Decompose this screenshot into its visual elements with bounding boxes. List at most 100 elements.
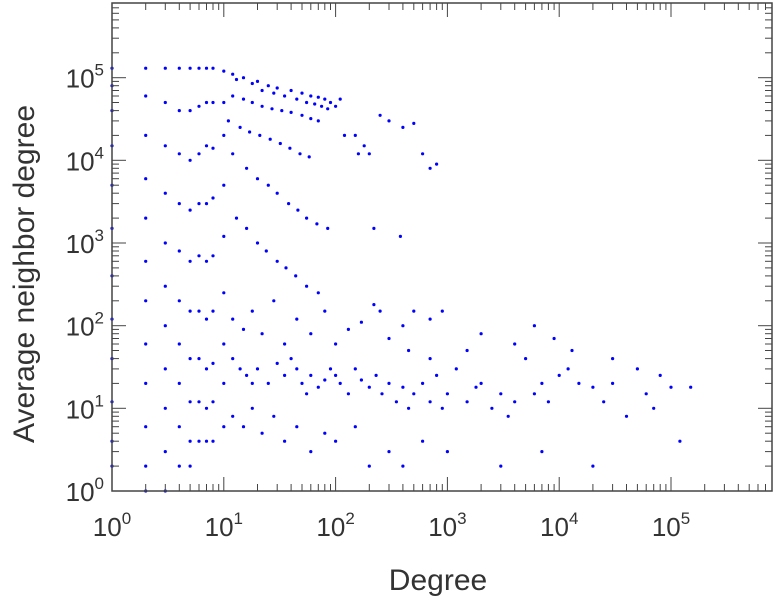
data-point [177,381,181,385]
data-point [177,299,181,303]
data-point [283,342,287,346]
x-tick-label: 102 [316,509,354,542]
data-point [241,327,246,331]
data-point [226,119,230,123]
x-tick-label: 104 [540,509,578,542]
data-point [513,400,517,404]
data-point [602,400,606,404]
data-point [328,367,333,371]
data-point [359,378,363,382]
data-point [359,320,363,324]
data-point [445,392,449,396]
data-point [270,107,274,111]
data-point [222,342,226,346]
data-point [222,381,226,385]
data-point [266,381,270,385]
data-point [255,79,260,83]
data-point [421,152,425,156]
data-point [465,400,469,404]
data-point [557,373,561,377]
data-point [394,400,398,404]
data-point [300,91,304,95]
data-point [266,183,270,187]
data-point [284,266,288,270]
data-point [222,133,226,137]
data-point [245,166,249,170]
x-tick-label: 100 [93,509,131,542]
data-point [234,77,239,82]
data-point [250,309,254,313]
data-point [577,381,581,385]
data-point [177,202,181,206]
data-point [222,183,226,187]
data-point [367,385,371,389]
data-point [204,202,209,206]
data-point [144,299,148,303]
data-point [362,144,366,148]
data-point [334,104,338,108]
data-point [313,102,317,106]
data-point [435,162,439,166]
data-point [222,425,226,429]
data-point [300,113,304,117]
data-point [197,357,201,361]
data-point [356,152,360,156]
data-point [309,332,313,336]
data-point [407,348,411,353]
data-point [234,216,239,220]
data-point [280,109,284,113]
data-point [421,439,425,443]
data-point [401,385,405,389]
data-point [260,431,264,435]
data-point [222,69,226,73]
data-point [211,146,215,150]
data-point [283,439,287,443]
data-point [387,381,391,385]
data-point [635,367,640,371]
data-point [245,373,249,377]
data-point [231,414,235,418]
data-point [250,406,254,410]
data-point [428,166,432,170]
data-point [309,450,313,454]
data-point [222,100,226,105]
data-point [307,155,311,159]
data-point [398,234,402,238]
data-point [188,259,192,263]
data-point [250,381,254,385]
data-point [305,216,309,220]
data-point [374,373,378,377]
y-axis-title: Average neighbor degree [8,105,41,443]
data-point [316,95,320,99]
x-axis-title: Degree [389,564,487,597]
data-point [260,332,264,336]
data-point [421,381,425,385]
data-point [177,66,181,70]
data-point [346,392,350,396]
data-point [338,381,342,385]
data-point [440,406,444,410]
y-tick-label: 103 [66,226,104,259]
data-point [288,146,292,150]
data-point [272,91,276,95]
data-point [334,439,338,443]
data-point [323,97,327,101]
data-point [197,400,201,404]
data-point [342,133,347,137]
data-point [188,66,192,70]
data-point [353,425,357,429]
data-point [163,324,167,328]
data-point [188,464,192,468]
data-point [188,309,192,313]
data-point [211,361,215,365]
data-point [144,177,148,181]
data-point [296,208,300,212]
y-tick-label: 100 [66,474,104,507]
data-point [428,317,432,321]
data-point [197,66,201,70]
data-point [328,100,333,105]
data-point [204,439,209,443]
data-point [264,249,268,253]
data-point [353,133,357,137]
